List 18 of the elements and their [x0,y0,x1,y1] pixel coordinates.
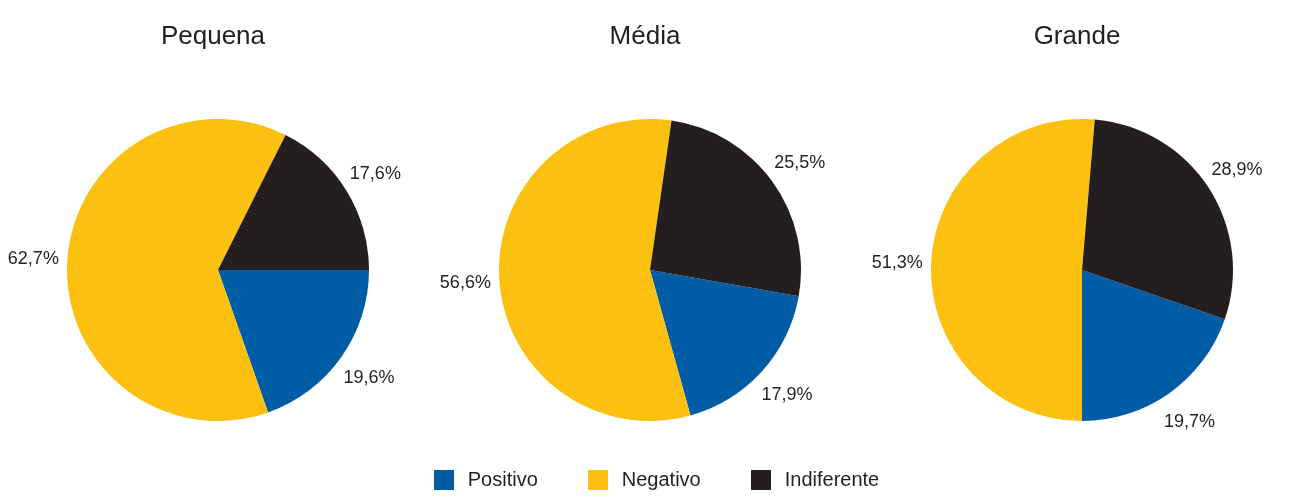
legend-label: Positivo [467,468,538,491]
pie-slice [67,119,286,421]
data-label: 17,6% [349,162,401,183]
data-label: 56,6% [439,271,491,292]
data-label: 51,3% [871,252,923,273]
data-label: 25,5% [774,151,826,172]
legend-label: Negativo [621,468,701,491]
data-label: 62,7% [7,248,59,269]
pie-slice [931,119,1095,421]
chart-title: Média [608,20,682,51]
data-label: 17,9% [761,384,813,405]
legend-label: Indiferente [784,468,880,491]
pie-slice [499,119,691,421]
chart-title: Pequena [159,20,267,51]
chart-title: Grande [1032,20,1122,51]
data-label: 28,9% [1211,159,1263,180]
data-label: 19,7% [1163,410,1215,431]
data-label: 19,6% [343,366,395,387]
